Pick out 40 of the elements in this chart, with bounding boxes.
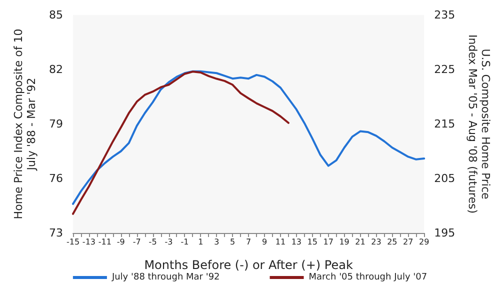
y2-tick-label: 235 [434, 8, 456, 22]
x-tick-label: 25 [387, 238, 398, 246]
y-axis-title: Home Price Index Composite of 10 July '88 - Mar '92 [12, 28, 38, 220]
y-tick-label: 85 [49, 8, 63, 22]
x-tick-label: 21 [355, 238, 366, 246]
x-tick-label: -3 [164, 238, 173, 246]
legend-label: March '05 through July '07 [308, 272, 428, 282]
x-tick-label: -5 [148, 238, 157, 246]
line-series [72, 70, 290, 215]
x-tick-label: -13 [82, 238, 96, 246]
x-tick-label: 1 [198, 238, 204, 246]
x-tick-label: 13 [291, 238, 302, 246]
x-tick-label: 5 [230, 238, 236, 246]
x-tick-label: 11 [275, 238, 286, 246]
y2-tick-label: 225 [434, 63, 456, 76]
y2-axis-title: U.S. Composite Home Price Index Mar '05 - Aug '08 (futures) [466, 34, 492, 214]
y2-tick-label: 215 [434, 118, 456, 130]
x-axis-title: Months Before (-) or After (+) Peak [144, 258, 353, 272]
y-tick-label: 73 [49, 226, 63, 240]
x-tick-label: 29 [419, 238, 430, 246]
x-tick-label: 9 [262, 238, 268, 246]
x-tick-label: 23 [371, 238, 382, 246]
legend-label: July '88 through Mar '92 [110, 272, 220, 282]
y2-tick-label: 195 [434, 226, 456, 240]
line-series [72, 70, 426, 205]
x-tick-label: -7 [132, 238, 141, 246]
x-tick-label: -15 [66, 238, 80, 246]
x-tick-label: 17 [323, 238, 334, 246]
y2-tick-label: 205 [434, 172, 456, 185]
y-tick-label: 79 [49, 118, 63, 130]
y-tick-label: 82 [49, 63, 63, 76]
x-tick-label: -11 [98, 238, 112, 246]
x-tick-label: 27 [403, 238, 414, 246]
x-tick-label: 19 [339, 238, 350, 246]
x-tick-label: -1 [180, 238, 189, 246]
y-tick-label: 76 [49, 172, 63, 185]
x-tick-label: -9 [116, 238, 125, 246]
x-tick-label: 15 [307, 238, 318, 246]
x-tick-label: 3 [214, 238, 220, 246]
x-tick-label: 7 [246, 238, 252, 246]
